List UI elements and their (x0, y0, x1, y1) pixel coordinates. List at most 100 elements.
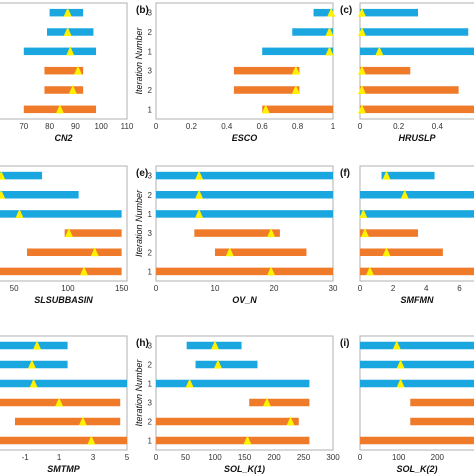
panel-2: 1 2 3 1 2 3 0 0.2 0.4 0.6 0.8 1 ESCO (b) Iteration Num… (134, 2, 336, 143)
panel-frame (155, 165, 334, 282)
bar-orange-iteration-1 (360, 267, 474, 276)
best-value-marker (68, 85, 77, 94)
y-tick-label: 1 (148, 105, 153, 114)
best-value-marker (382, 247, 391, 257)
panel-label: (e) (136, 168, 148, 179)
bar-blue-iteration-1 (360, 210, 474, 218)
y-tick-label: 3 (148, 342, 153, 351)
x-tick-label: 50 (181, 453, 190, 462)
bar-blue-iteration-2 (292, 28, 333, 36)
bar-orange-iteration-2 (410, 417, 474, 426)
y-tick-label: 3 (148, 67, 153, 76)
x-axis-label: SMTMP (47, 464, 80, 474)
best-value-marker (211, 340, 219, 350)
panel-frame (0, 165, 128, 282)
y-tick-label: 3 (148, 399, 153, 408)
best-value-marker (33, 340, 42, 350)
x-tick-label: 50 (10, 284, 19, 293)
x-tick-label: 30 (329, 284, 338, 293)
best-value-marker (80, 266, 88, 276)
x-axis-label: SOL_K(1) (224, 464, 265, 474)
best-value-marker (87, 435, 96, 445)
panel-7: -1 1 3 5 SMTMP (0, 335, 130, 474)
bar-orange-iteration-2 (215, 248, 307, 256)
best-value-marker (27, 359, 36, 369)
x-tick-label: 0 (154, 453, 159, 462)
y-tick-label: 1 (148, 267, 153, 276)
best-value-marker (365, 266, 374, 276)
y-tick-label: 2 (148, 418, 153, 427)
x-tick-label: 5 (125, 453, 130, 462)
bar-orange-iteration-1 (262, 105, 333, 114)
y-tick-label: 2 (148, 28, 153, 37)
bar-blue-iteration-3 (313, 8, 333, 17)
bar-blue-iteration-2 (360, 28, 469, 36)
bar-orange-iteration-2 (44, 86, 84, 94)
best-value-marker (0, 189, 6, 199)
bar-orange-iteration-1 (156, 267, 333, 276)
x-tick-label: 70 (19, 122, 28, 131)
bar-orange-iteration-3 (360, 66, 411, 75)
best-value-marker (195, 208, 204, 218)
best-value-marker (357, 104, 366, 114)
best-value-marker (78, 416, 87, 426)
best-value-marker (90, 247, 99, 257)
x-tick-label: 0.6 (257, 122, 269, 131)
bar-orange-iteration-2 (14, 417, 121, 426)
x-tick-label: 100 (61, 284, 75, 293)
y-axis-label: Iteration Number (134, 26, 144, 94)
best-value-marker (73, 65, 82, 75)
x-tick-label: 2 (391, 284, 396, 293)
panel-label: (b) (136, 5, 149, 16)
x-tick-label: 10 (211, 284, 220, 293)
y-tick-label: 3 (148, 172, 153, 181)
x-tick-label: 0.2 (186, 122, 198, 131)
bar-orange-iteration-3 (44, 66, 84, 75)
panel-label: (i) (340, 338, 349, 349)
best-value-marker (15, 208, 24, 218)
best-value-marker (0, 170, 6, 180)
x-tick-label: 0.8 (292, 122, 304, 131)
best-value-marker (291, 85, 300, 94)
best-value-marker (55, 397, 64, 407)
y-axis-label: Iteration Number (134, 189, 144, 257)
panel-frame (359, 335, 474, 451)
bar-blue-iteration-1 (360, 379, 474, 388)
panel-4: 50 100 150 SLSUBBASIN (0, 165, 129, 305)
best-value-marker (357, 85, 366, 94)
best-value-marker (360, 228, 369, 238)
best-value-marker (325, 46, 334, 56)
bar-blue-iteration-2 (156, 191, 333, 199)
bar-blue-iteration-3 (360, 8, 418, 17)
x-tick-label: 150 (238, 453, 252, 462)
y-tick-label: 2 (148, 86, 153, 95)
bar-blue-iteration-3 (360, 341, 474, 350)
bar-blue-iteration-1 (360, 47, 474, 56)
best-value-marker (327, 7, 336, 17)
panel-9: 0 100 200 SOL_K(2) (i) (340, 335, 474, 474)
best-value-marker (64, 228, 73, 238)
x-tick-label: 100 (208, 453, 222, 462)
x-tick-label: 100 (95, 122, 109, 131)
x-tick-label: 250 (297, 453, 311, 462)
x-tick-label: 3 (91, 453, 96, 462)
best-value-marker (29, 378, 38, 388)
panel-frame (0, 2, 128, 120)
bar-blue-iteration-1 (0, 210, 122, 218)
x-tick-label: 200 (431, 453, 445, 462)
best-value-marker (392, 340, 401, 350)
x-tick-label: 1 (331, 122, 336, 131)
best-value-marker (382, 170, 391, 180)
best-value-marker (213, 359, 222, 369)
bar-orange-iteration-3 (233, 66, 300, 75)
best-value-marker (267, 266, 276, 276)
x-tick-label: 0 (358, 284, 363, 293)
bar-blue-iteration-2 (0, 191, 79, 199)
x-axis-label: SOL_K(2) (396, 464, 437, 474)
bar-blue-iteration-3 (0, 171, 43, 180)
x-axis-label: SLSUBBASIN (34, 295, 93, 305)
panel-6: 0 2 4 6 SMFMN (f) (340, 165, 474, 305)
bar-blue-iteration-3 (381, 171, 435, 180)
bar-blue-iteration-1 (23, 47, 97, 56)
